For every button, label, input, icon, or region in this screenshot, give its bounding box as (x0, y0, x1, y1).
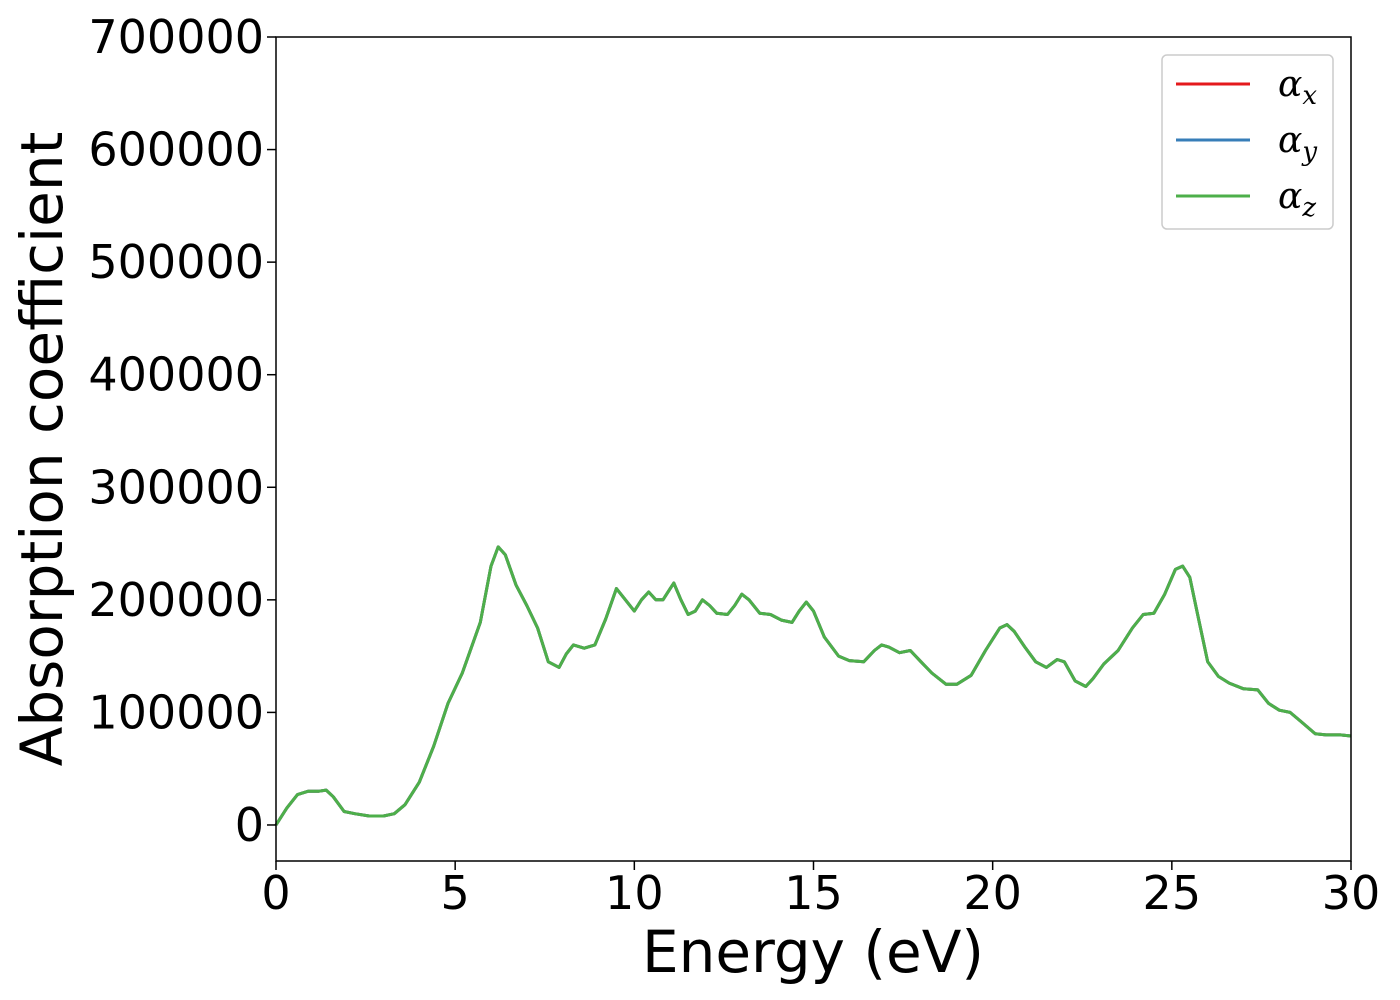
x-tick-label: 15 (784, 866, 843, 920)
y-tick-label: 700000 (88, 10, 264, 64)
x-tick-label: 25 (1143, 866, 1202, 920)
x-axis-title: Energy (eV) (642, 918, 984, 986)
x-tick-label: 5 (441, 866, 470, 920)
y-tick-label: 300000 (88, 460, 264, 514)
series-line-z (274, 545, 1352, 826)
x-tick-label: 30 (1322, 866, 1381, 920)
y-tick-label: 0 (235, 798, 264, 852)
series-layer (274, 545, 1352, 826)
x-tick-label: 20 (963, 866, 1022, 920)
y-tick-label: 400000 (88, 348, 264, 402)
y-axis-title: Absorption coefficient (8, 132, 76, 767)
x-tick-label: 0 (261, 866, 290, 920)
y-tick-label: 200000 (88, 573, 264, 627)
ticks-layer: 0 5 10 15 20 25 30 0 100000 200000 300000 400000 500… (88, 10, 1380, 920)
y-tick-label: 100000 (88, 685, 264, 739)
x-tick-label: 10 (605, 866, 664, 920)
series-line-y (274, 545, 1352, 826)
y-tick-label: 500000 (88, 235, 264, 289)
y-tick-label: 600000 (88, 123, 264, 177)
series-line-x (274, 545, 1352, 826)
legend-label-x: αx (1278, 64, 1317, 111)
legend-box (1161, 54, 1334, 230)
